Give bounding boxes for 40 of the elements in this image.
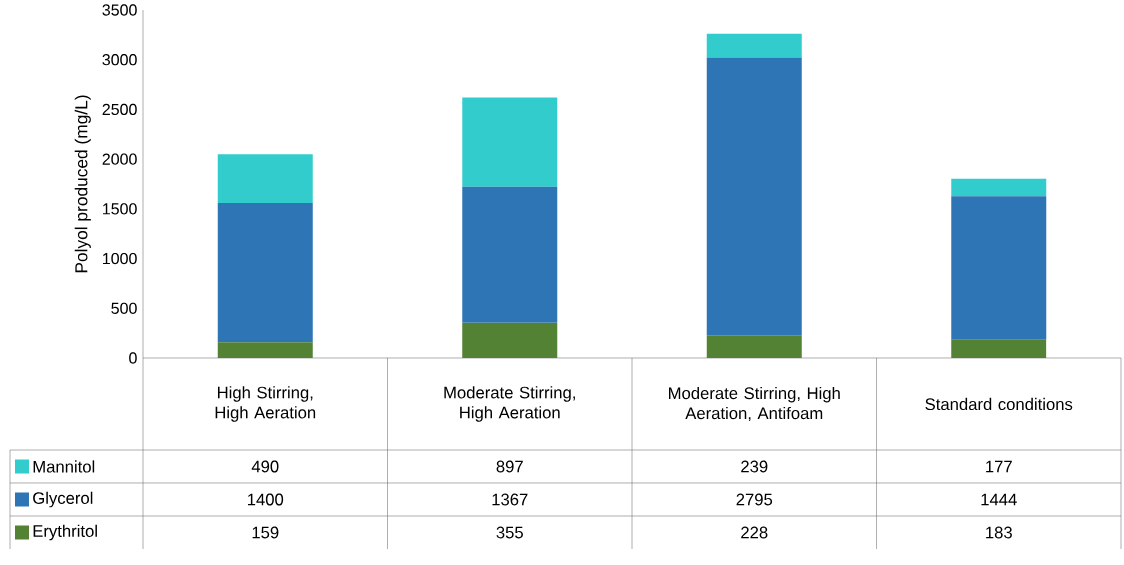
- data-label: 1367: [492, 493, 528, 506]
- data-label: 183: [986, 526, 1012, 539]
- data-label: 490: [251, 460, 279, 473]
- bar: [462, 322, 558, 358]
- y-tick-label: 3500: [102, 4, 137, 16]
- bar: [951, 339, 1047, 358]
- legend-label: Erythritol: [33, 524, 97, 541]
- y-axis-title: Polyol produced (mg/L): [74, 95, 91, 273]
- y-tick-label: 0: [129, 352, 137, 364]
- data-label: 228: [741, 526, 768, 539]
- y-tick-label: 500: [111, 302, 137, 314]
- x-tick-label: Standard conditions: [925, 397, 1073, 411]
- data-label: 897: [496, 460, 523, 473]
- y-tick-label: 2000: [102, 153, 137, 165]
- data-label: 1400: [248, 493, 284, 506]
- bar: [951, 178, 1047, 197]
- data-label: 177: [986, 460, 1012, 473]
- bar: [706, 33, 802, 58]
- bar: [706, 335, 802, 358]
- y-tick-label: 2500: [102, 103, 137, 116]
- bar: [951, 196, 1047, 340]
- bar: [217, 202, 313, 343]
- x-tick-label: Moderate Stirring, High Aeration, Antifoam: [669, 386, 840, 422]
- bar: [706, 57, 802, 336]
- legend-label: Mannitol: [33, 460, 95, 473]
- bar: [217, 154, 313, 203]
- bar: [217, 342, 313, 358]
- x-tick-label: Moderate Stirring, High Aeration: [444, 386, 575, 422]
- y-tick-label: 1500: [103, 203, 137, 215]
- data-label: 239: [741, 460, 768, 473]
- y-tick-label: 3000: [102, 54, 137, 66]
- legend-label: Glycerol: [33, 491, 93, 508]
- data-label: 2795: [736, 493, 773, 506]
- data-label: 1444: [981, 493, 1017, 506]
- bar: [462, 97, 558, 187]
- data-label: 159: [252, 526, 279, 539]
- x-tick-label: High Stirring, High Aeration: [215, 386, 316, 422]
- y-tick-label: 1000: [103, 252, 137, 265]
- data-label: 355: [496, 526, 523, 539]
- bar: [462, 186, 558, 323]
